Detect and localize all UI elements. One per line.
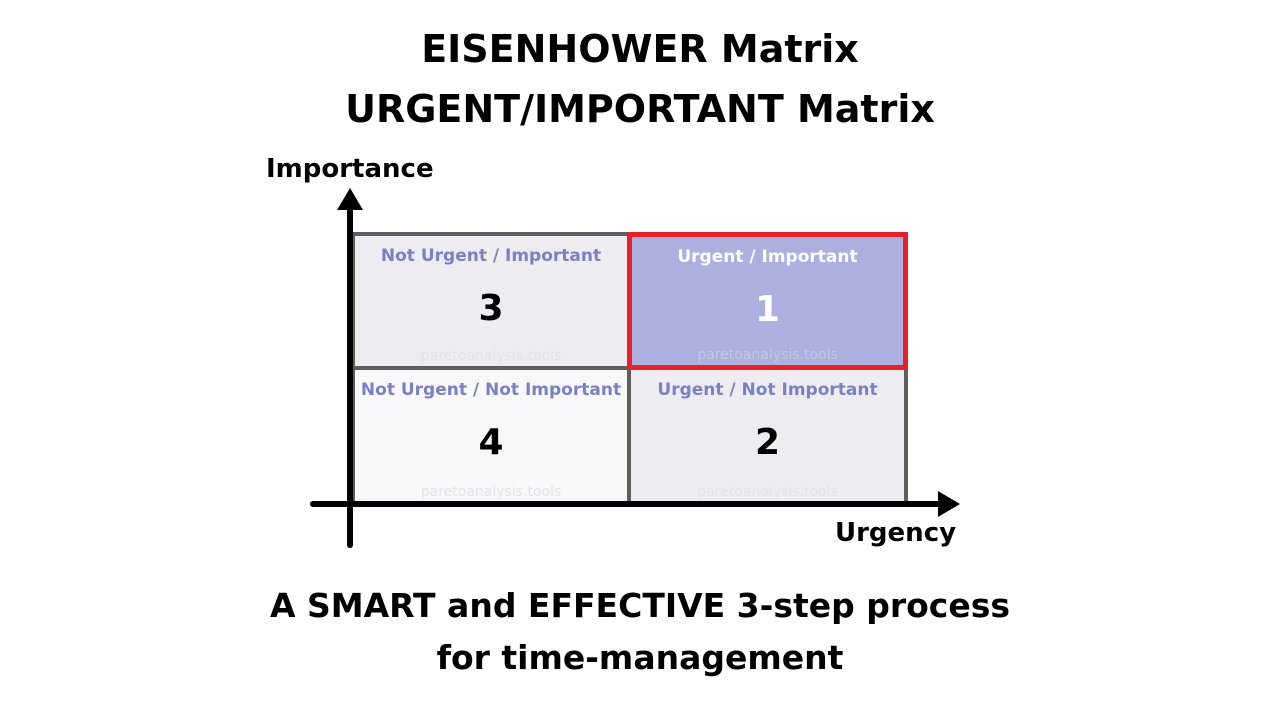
quadrant-2-label: Urgent / Not Important — [657, 380, 878, 400]
quadrant-1-label: Urgent / Important — [677, 247, 858, 267]
quadrant-4-watermark: paretoanalysis.tools — [420, 484, 562, 500]
quadrant-1-watermark: paretoanalysis.tools — [697, 347, 838, 363]
y-axis-arrow-icon — [337, 188, 363, 210]
quadrant-1-number: 1 — [754, 289, 781, 330]
quadrant-4-number: 4 — [478, 422, 504, 463]
quadrant-4-label: Not Urgent / Not Important — [360, 380, 622, 400]
title-line-2: URGENT/IMPORTANT Matrix — [345, 87, 935, 131]
quadrant-4: Not Urgent / Not Important 4 paretoanaly… — [351, 366, 631, 506]
quadrant-3-number: 3 — [478, 288, 504, 329]
footer-line-2: for time-management — [436, 638, 844, 677]
quadrant-1-highlighted: Urgent / Important 1 paretoanalysis.tool… — [627, 232, 908, 370]
quadrant-2-watermark: paretoanalysis.tools — [697, 484, 838, 500]
y-axis-label: Importance — [266, 154, 434, 184]
quadrant-3-label: Not Urgent / Important — [380, 246, 602, 266]
quadrant-3-watermark: paretoanalysis.tools — [420, 348, 562, 364]
x-axis-arrow-icon — [938, 491, 960, 517]
quadrant-2-number: 2 — [754, 422, 781, 463]
footer-line-1: A SMART and EFFECTIVE 3-step process — [269, 586, 1011, 625]
x-axis-label: Urgency — [835, 518, 957, 548]
title-line-1: EISENHOWER Matrix — [421, 27, 859, 71]
